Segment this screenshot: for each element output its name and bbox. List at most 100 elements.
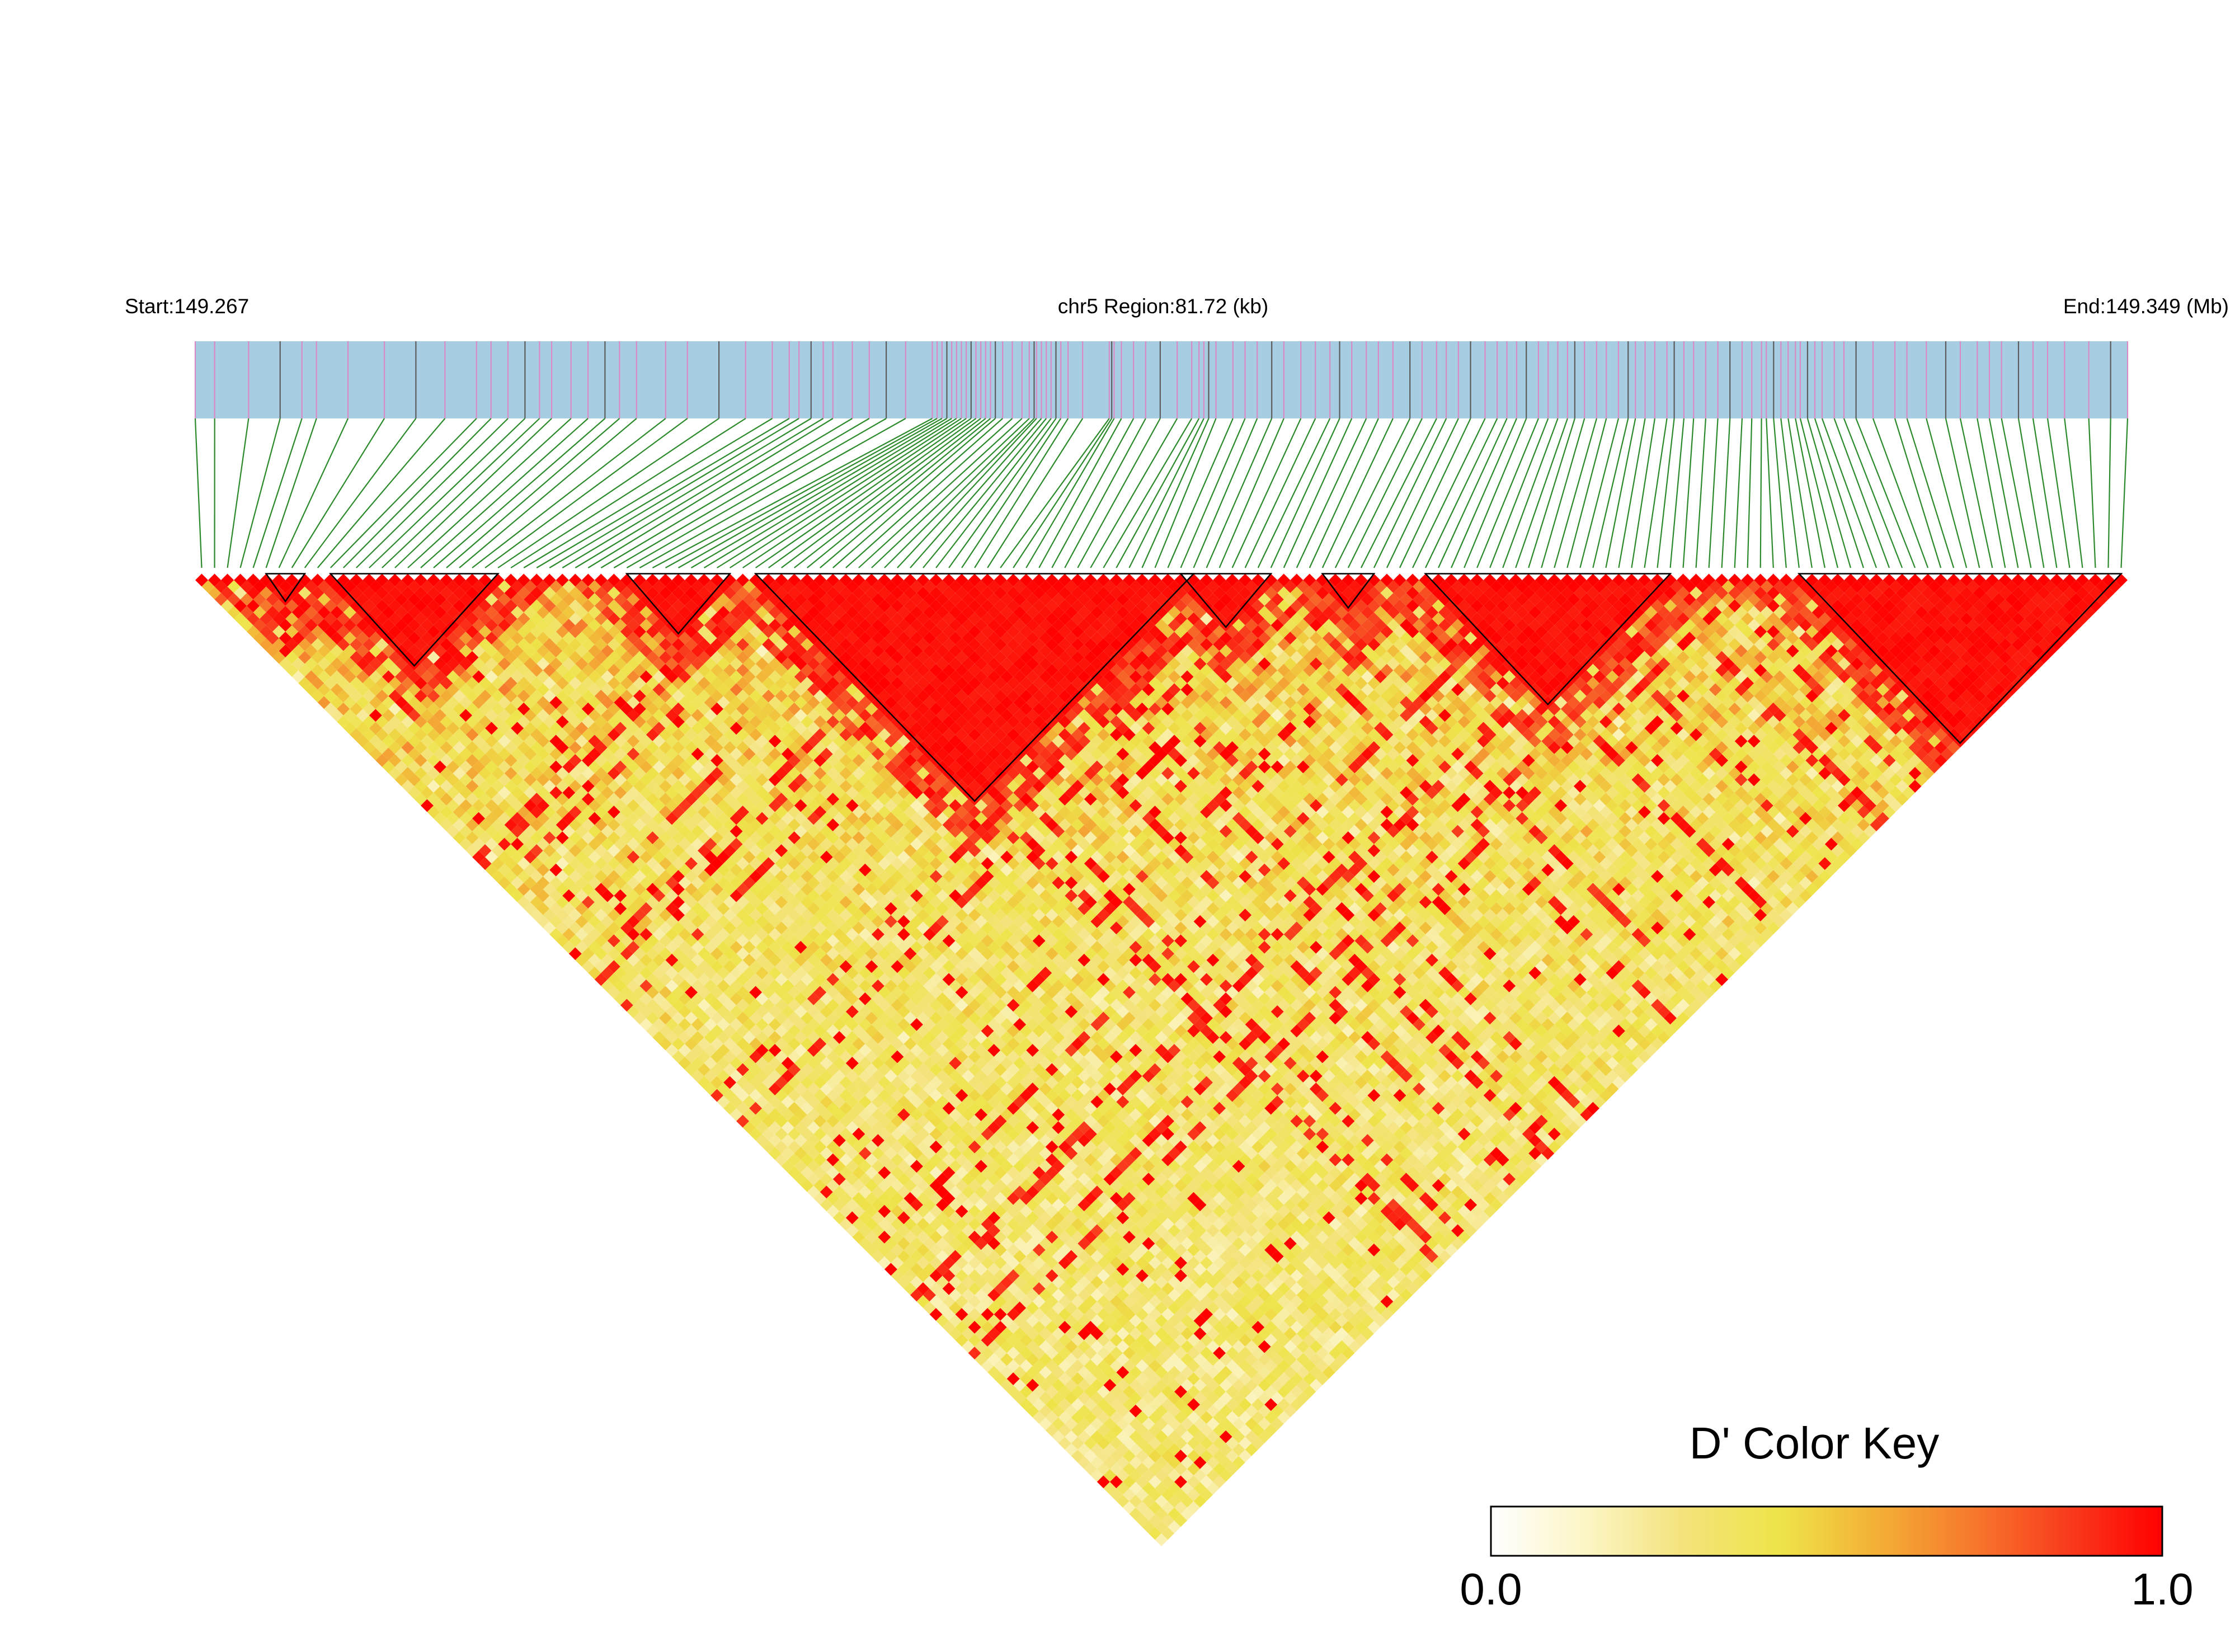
ld-cell <box>994 1321 1007 1334</box>
ld-cell <box>1109 1385 1123 1399</box>
ld-cell <box>968 1334 981 1347</box>
ld-cell <box>1058 1398 1071 1411</box>
ld-cell <box>1084 1411 1097 1424</box>
ld-cell <box>1006 1295 1020 1309</box>
ld-cell <box>633 973 646 986</box>
ld-cell <box>324 586 337 600</box>
ld-cell <box>594 973 608 986</box>
ld-cell <box>1045 1334 1058 1347</box>
ld-cell <box>1129 1404 1142 1418</box>
ld-cell <box>588 863 601 877</box>
ld-cell <box>369 709 382 722</box>
ld-cell <box>1065 1314 1078 1328</box>
ld-cell <box>1071 1385 1084 1399</box>
ld-cell <box>485 825 498 838</box>
ld-cell <box>375 676 389 690</box>
ld-cell <box>1116 1494 1130 1508</box>
ld-cell <box>363 741 376 754</box>
ld-cell <box>491 754 505 767</box>
ld-cell <box>916 1230 930 1244</box>
ld-cell <box>446 735 460 748</box>
ld-cell <box>717 979 730 992</box>
ld-cell <box>459 760 473 774</box>
ld-cell <box>517 870 530 883</box>
ld-cell <box>1006 1321 1020 1334</box>
ld-cell <box>414 754 427 767</box>
ld-cell <box>627 915 640 928</box>
ld-cell <box>433 683 447 696</box>
ld-cell <box>350 715 363 728</box>
ld-cell <box>472 722 486 735</box>
snp-connector <box>382 418 540 568</box>
ld-cell <box>897 1276 910 1289</box>
ld-cell <box>794 1070 807 1083</box>
ld-cell <box>723 1037 737 1051</box>
ld-cell <box>949 1198 962 1212</box>
ld-cell <box>285 599 299 613</box>
ld-cell <box>568 921 582 935</box>
ld-cell <box>298 638 312 651</box>
ld-cell <box>446 773 460 787</box>
ld-cell <box>1142 1520 1155 1533</box>
ld-cell <box>698 1024 711 1038</box>
ld-cell <box>588 837 601 851</box>
ld-cell <box>285 625 299 638</box>
ld-cell <box>1065 1404 1078 1418</box>
ld-cell <box>762 1089 775 1102</box>
snp-connector <box>1734 418 1743 568</box>
snp-connector <box>1945 418 1980 568</box>
ld-cell <box>356 606 369 619</box>
ld-cell <box>730 992 743 1005</box>
ld-cell <box>272 599 286 613</box>
ld-cell <box>549 850 563 864</box>
ld-cell <box>414 702 427 716</box>
ld-cell <box>762 1114 775 1128</box>
ld-cell <box>433 722 447 735</box>
ld-cell <box>1168 1430 1181 1443</box>
ld-cell <box>1109 1449 1123 1463</box>
ld-cell <box>478 831 492 845</box>
ld-cell <box>356 644 369 658</box>
ld-cell <box>459 837 473 851</box>
ld-cell <box>749 1063 763 1076</box>
ld-cell <box>826 1204 840 1218</box>
ld-cell <box>665 915 679 928</box>
ld-cell <box>601 863 614 877</box>
ld-cell <box>453 715 466 728</box>
snp-connector <box>1206 418 1273 568</box>
ld-cell <box>813 1140 827 1154</box>
ld-cell <box>1148 1449 1161 1463</box>
ld-cell <box>407 657 421 671</box>
ld-cell <box>768 1147 782 1160</box>
ld-cell <box>633 947 646 961</box>
ld-cell <box>845 1108 859 1122</box>
ld-cell <box>363 676 376 690</box>
ld-cell <box>607 896 620 909</box>
ld-cell <box>845 1211 859 1225</box>
ld-cell <box>820 1070 833 1083</box>
ld-cell <box>504 818 517 832</box>
snp-connector <box>845 418 1013 568</box>
ld-cell <box>291 593 305 606</box>
ld-cell <box>704 1043 717 1057</box>
ld-cell <box>1071 1334 1084 1347</box>
ld-cell <box>775 1050 788 1063</box>
region-end-label: End:149.349 (Mb) <box>2063 295 2229 318</box>
snp-connector <box>1618 418 1646 568</box>
ld-cell <box>1000 1327 1014 1340</box>
ld-cell <box>916 1243 930 1256</box>
ld-cell <box>607 883 620 896</box>
ld-cell <box>1000 1250 1014 1263</box>
ld-cell <box>736 1102 750 1115</box>
ld-cell <box>633 896 646 909</box>
ld-cell <box>1090 1443 1104 1456</box>
ld-cell <box>711 1089 724 1102</box>
snp-connector <box>613 418 870 568</box>
snp-connector <box>1977 418 2006 568</box>
ld-cell <box>994 1295 1007 1309</box>
ld-cell <box>1032 1295 1046 1309</box>
ld-cell <box>498 850 511 864</box>
ld-cell <box>949 1301 962 1315</box>
ld-cell <box>1174 1488 1188 1502</box>
ld-cell <box>871 1173 884 1186</box>
